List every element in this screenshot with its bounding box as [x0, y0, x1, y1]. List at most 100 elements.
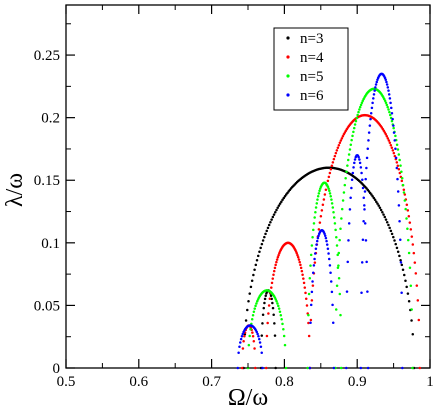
data-point — [394, 242, 397, 246]
data-point — [393, 139, 396, 142]
y-tick-label: 0.15 — [34, 173, 60, 189]
data-point — [353, 158, 357, 161]
data-point — [375, 80, 378, 84]
data-point — [332, 211, 335, 214]
data-point — [304, 291, 307, 295]
data-point — [265, 229, 268, 233]
data-point — [312, 264, 316, 267]
data-point — [338, 292, 342, 296]
data-point — [329, 280, 333, 283]
data-point — [255, 302, 258, 305]
data-point — [412, 251, 416, 255]
data-point — [258, 341, 262, 344]
data-point — [323, 234, 327, 237]
data-point — [398, 158, 401, 162]
data-point — [352, 126, 356, 130]
data-point — [311, 235, 314, 239]
data-point — [277, 307, 281, 310]
data-point — [301, 273, 304, 276]
data-point — [390, 119, 394, 123]
data-point — [253, 268, 256, 272]
data-point — [273, 266, 277, 270]
data-point — [240, 366, 244, 370]
data-point — [246, 308, 249, 312]
legend-marker — [286, 74, 290, 78]
data-point — [247, 300, 250, 303]
data-point — [331, 321, 335, 324]
data-point — [329, 271, 332, 275]
data-point — [411, 333, 415, 336]
y-tick-label: 0.2 — [41, 111, 60, 127]
data-point — [386, 105, 389, 109]
data-point — [302, 281, 306, 285]
data-point — [296, 256, 300, 259]
data-point — [284, 366, 288, 370]
data-point — [386, 86, 390, 89]
data-point — [330, 290, 334, 294]
data-point — [243, 335, 246, 338]
data-point — [330, 202, 334, 205]
data-point — [394, 147, 397, 150]
data-point — [392, 126, 395, 130]
data-point — [397, 204, 401, 207]
data-point — [337, 264, 340, 267]
series-n=6 — [236, 72, 404, 370]
data-point — [242, 340, 245, 343]
data-point — [365, 166, 368, 170]
data-point — [407, 215, 411, 218]
data-point — [251, 331, 254, 334]
x-tick-label: 0.8 — [275, 374, 294, 390]
data-point — [333, 222, 337, 225]
data-point — [367, 131, 371, 134]
data-point — [326, 247, 330, 251]
data-point — [298, 260, 301, 264]
data-point — [377, 204, 380, 207]
data-point — [415, 284, 419, 287]
data-point — [392, 235, 395, 239]
data-point — [323, 232, 326, 235]
data-point — [334, 228, 337, 232]
data-point — [261, 366, 264, 370]
data-point — [312, 222, 316, 225]
data-point — [304, 297, 308, 301]
data-point — [280, 317, 283, 321]
data-point — [238, 345, 241, 349]
data-point — [364, 239, 368, 242]
data-point — [351, 171, 355, 175]
data-point — [411, 243, 415, 246]
data-point — [309, 303, 313, 307]
data-point — [336, 146, 340, 149]
data-point — [263, 301, 266, 305]
data-point — [399, 164, 402, 167]
data-point — [336, 253, 339, 257]
data-point — [270, 297, 273, 301]
data-point — [266, 226, 270, 230]
data-point — [276, 256, 280, 259]
data-point — [267, 312, 270, 315]
data-point — [241, 347, 245, 350]
data-point — [271, 277, 274, 280]
data-point — [376, 202, 379, 205]
data-point — [313, 257, 316, 261]
data-point — [407, 300, 411, 303]
data-point — [302, 277, 305, 280]
data-point — [256, 332, 259, 336]
data-point — [261, 322, 264, 325]
data-point — [403, 199, 407, 202]
data-point — [261, 313, 265, 316]
data-point — [253, 347, 256, 350]
data-point — [400, 263, 404, 267]
data-point — [259, 345, 263, 349]
data-point — [402, 188, 406, 191]
data-point — [363, 204, 366, 207]
data-point — [251, 335, 255, 338]
data-point — [372, 196, 376, 200]
data-point — [374, 86, 377, 89]
data-point — [401, 268, 405, 272]
data-point — [327, 257, 331, 261]
data-point — [339, 366, 343, 370]
data-point — [260, 334, 264, 337]
data-point — [345, 170, 348, 173]
data-point — [315, 239, 319, 243]
data-point — [358, 105, 362, 109]
